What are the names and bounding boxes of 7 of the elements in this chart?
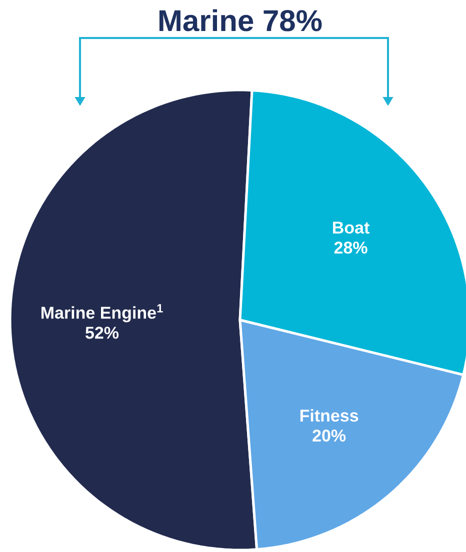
data-label: 20%: [312, 430, 346, 442]
slice-label: Marine Engine$^{1}$: [42, 304, 163, 322]
slice-label: Boat: [333, 222, 370, 234]
slice-label: Fitness: [300, 409, 358, 422]
data-label: 28%: [334, 242, 368, 254]
chart-title: Marine 78%: [159, 9, 322, 32]
data-label: 52%: [86, 326, 119, 339]
